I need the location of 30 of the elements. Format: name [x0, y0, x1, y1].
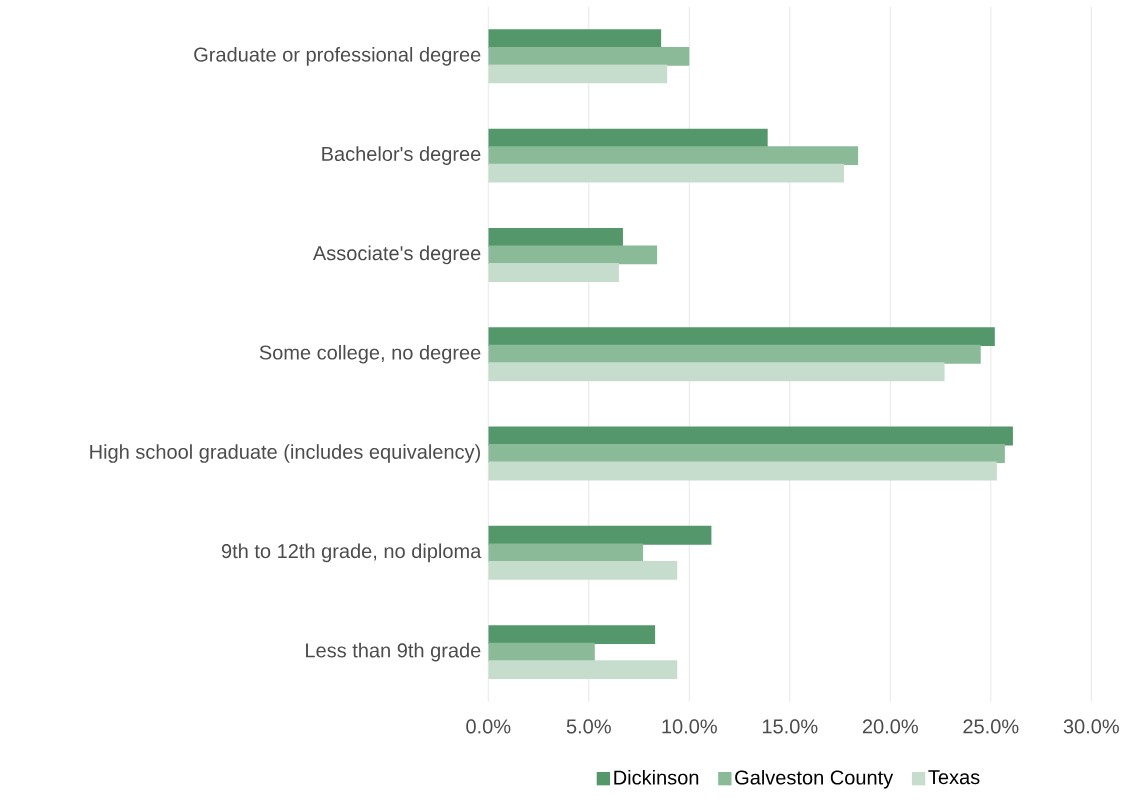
bar	[488, 624, 656, 644]
legend-label: Galveston County	[735, 769, 894, 789]
bar	[488, 443, 1005, 463]
x-tick-label: 0.0%	[466, 719, 511, 734]
bar	[488, 145, 859, 165]
bar	[488, 327, 995, 346]
x-tick-label: 20.0%	[862, 719, 918, 734]
y-tick-label: Some college, no degree	[259, 344, 481, 364]
x-tick-label: 10.0%	[662, 719, 717, 734]
x-tick-label: 5.0%	[566, 719, 611, 734]
y-tick-label: Bachelor's degree	[322, 146, 481, 165]
bar	[488, 525, 712, 545]
bar	[488, 128, 768, 148]
bar	[488, 642, 595, 662]
x-tick-label: 15.0%	[762, 719, 818, 734]
legend-label: Texas	[928, 770, 980, 784]
x-tick-label: 25.0%	[963, 719, 1019, 734]
bar	[488, 46, 690, 66]
bar	[488, 29, 662, 48]
legend-label: Dickinson	[614, 769, 699, 785]
bar	[488, 245, 658, 265]
y-tick-label: Less than 9th grade	[306, 642, 481, 662]
y-tick-label: 9th to 12th grade, no diploma	[221, 543, 482, 562]
bar	[488, 344, 981, 364]
x-tick-label: 30.0%	[1063, 719, 1119, 734]
y-tick-label: High school graduate (includes equivalency)	[90, 443, 480, 463]
bar	[488, 426, 1013, 446]
y-tick-label: Graduate or professional degree	[194, 46, 481, 66]
bar	[488, 543, 644, 563]
y-tick-label: Associate's degree	[312, 245, 481, 264]
